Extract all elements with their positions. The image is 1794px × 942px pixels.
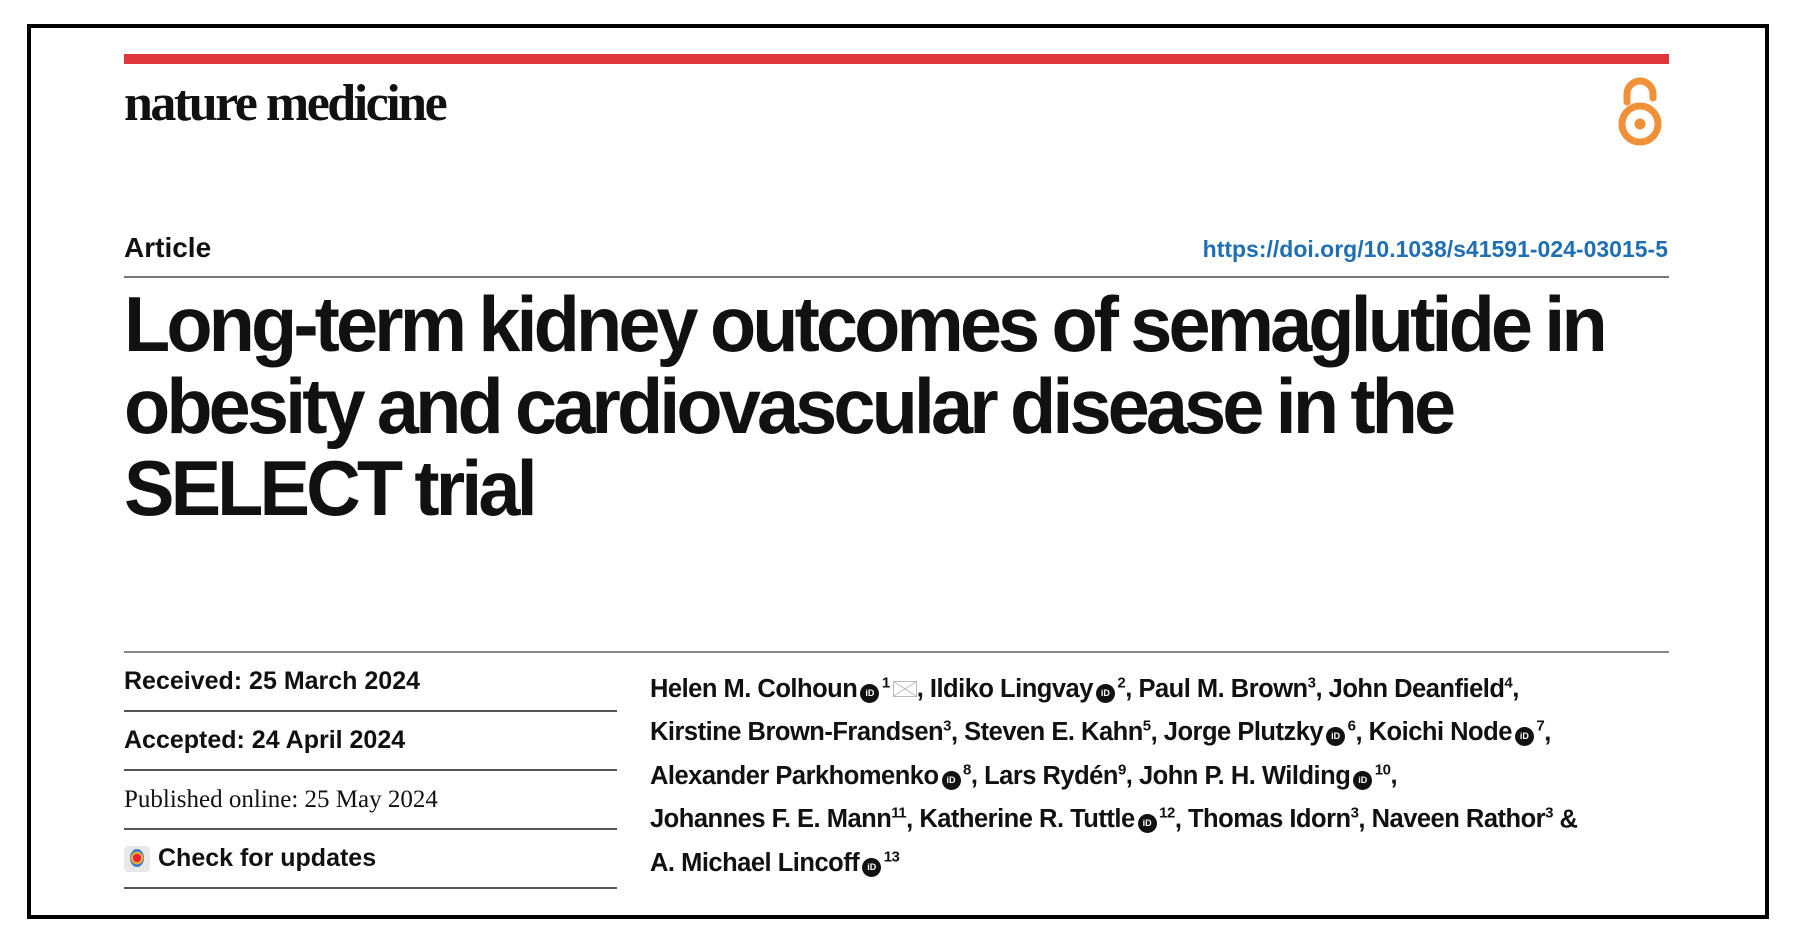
author-name[interactable]: Johannes F. E. Mann bbox=[650, 805, 892, 833]
orcid-icon[interactable]: iD bbox=[1514, 727, 1534, 746]
author-name[interactable]: Naveen Rathor bbox=[1371, 805, 1546, 833]
orcid-icon[interactable]: iD bbox=[941, 770, 961, 790]
article-dates: Received: 25 March 2024 Accepted: 24 Apr… bbox=[124, 653, 617, 889]
doi-link[interactable]: https://doi.org/10.1038/s41591-024-03015… bbox=[1202, 236, 1668, 262]
crossmark-icon bbox=[124, 845, 150, 872]
author[interactable]: Ildiko Lingvay iD 2 bbox=[929, 674, 1126, 703]
author[interactable]: Jorge Plutzky iD 6 bbox=[1164, 718, 1356, 746]
author[interactable]: John Deanfield4 bbox=[1328, 674, 1513, 703]
affiliation-number: 1 bbox=[879, 674, 890, 691]
orcid-icon[interactable]: iD bbox=[1137, 814, 1157, 833]
author-name[interactable]: John P. H. Wilding bbox=[1138, 761, 1351, 790]
author[interactable]: Johannes F. E. Mann11 bbox=[650, 804, 907, 834]
affiliation-number: 12 bbox=[1156, 804, 1175, 822]
affiliation-number: 11 bbox=[891, 804, 907, 822]
divider bbox=[124, 651, 1669, 653]
affiliation-number: 10 bbox=[1372, 761, 1391, 778]
divider bbox=[124, 276, 1669, 278]
orcid-icon[interactable]: iD bbox=[1326, 727, 1346, 746]
check-for-updates-link[interactable]: Check for updates bbox=[124, 830, 617, 889]
author-list: Helen M. Colhoun iD 1, Ildiko Lingvay iD 2… bbox=[650, 674, 1578, 877]
published-date: Published online: 25 May 2024 bbox=[124, 771, 617, 830]
affiliation-number: 3 bbox=[1350, 804, 1359, 822]
open-access-icon bbox=[1618, 77, 1662, 146]
author-name[interactable]: A. Michael Lincoff bbox=[650, 848, 860, 877]
affiliation-number: 4 bbox=[1504, 674, 1513, 691]
author[interactable]: Naveen Rathor3 bbox=[1371, 804, 1554, 834]
affiliation-number: 5 bbox=[1142, 717, 1151, 735]
orcid-icon[interactable]: iD bbox=[862, 857, 882, 877]
author[interactable]: Paul M. Brown3 bbox=[1138, 674, 1316, 703]
author[interactable]: Koichi Node iD 7 bbox=[1369, 718, 1545, 746]
affiliation-number: 9 bbox=[1117, 761, 1126, 778]
author-name[interactable]: Helen M. Colhoun bbox=[650, 674, 858, 703]
author[interactable]: John P. H. Wilding iD 10 bbox=[1138, 761, 1391, 790]
journal-logo: nature medicine bbox=[124, 75, 448, 132]
email-icon[interactable] bbox=[892, 680, 917, 697]
author-name[interactable]: Koichi Node bbox=[1368, 718, 1513, 746]
author-name[interactable]: Lars Rydén bbox=[984, 761, 1118, 790]
affiliation-number: 6 bbox=[1345, 717, 1356, 735]
author[interactable]: Lars Rydén9 bbox=[984, 761, 1126, 790]
article-title: Long-term kidney outcomes of semaglutide… bbox=[124, 280, 1608, 532]
author-name[interactable]: Katherine R. Tuttle bbox=[919, 805, 1135, 833]
author[interactable]: Alexander Parkhomenko iD 8 bbox=[650, 761, 971, 790]
author-name[interactable]: Ildiko Lingvay bbox=[929, 674, 1094, 703]
author-name[interactable]: Steven E. Kahn bbox=[964, 718, 1143, 746]
author-name[interactable]: Thomas Idorn bbox=[1187, 805, 1351, 833]
affiliation-number: 13 bbox=[881, 848, 900, 865]
author[interactable]: Steven E. Kahn5 bbox=[964, 717, 1151, 747]
accepted-date: Accepted: 24 April 2024 bbox=[124, 712, 617, 771]
received-date: Received: 25 March 2024 bbox=[124, 653, 617, 712]
author-name[interactable]: Alexander Parkhomenko bbox=[650, 761, 939, 790]
page-frame bbox=[27, 24, 1769, 919]
author-name[interactable]: Jorge Plutzky bbox=[1163, 718, 1324, 746]
author[interactable]: Kirstine Brown-Frandsen3 bbox=[650, 717, 951, 747]
author-name[interactable]: Kirstine Brown-Frandsen bbox=[650, 718, 944, 746]
author[interactable]: Helen M. Colhoun iD 1 bbox=[650, 674, 917, 703]
affiliation-number: 7 bbox=[1533, 717, 1545, 735]
affiliation-number: 2 bbox=[1114, 674, 1126, 691]
journal-header-bar bbox=[124, 54, 1669, 64]
affiliation-number: 3 bbox=[1545, 804, 1553, 822]
author[interactable]: Katherine R. Tuttle iD 12 bbox=[919, 804, 1175, 833]
author[interactable]: Thomas Idorn3 bbox=[1187, 804, 1359, 834]
affiliation-number: 3 bbox=[943, 717, 951, 735]
author-name[interactable]: John Deanfield bbox=[1328, 674, 1505, 703]
affiliation-number: 8 bbox=[960, 761, 971, 778]
affiliation-number: 3 bbox=[1307, 674, 1316, 691]
author-name[interactable]: Paul M. Brown bbox=[1138, 674, 1308, 703]
author[interactable]: A. Michael Lincoff iD 13 bbox=[650, 848, 900, 877]
check-for-updates-label: Check for updates bbox=[158, 844, 377, 872]
orcid-icon[interactable]: iD bbox=[1353, 770, 1373, 790]
orcid-icon[interactable]: iD bbox=[860, 683, 880, 703]
orcid-icon[interactable]: iD bbox=[1095, 683, 1115, 703]
article-type: Article bbox=[124, 232, 212, 263]
